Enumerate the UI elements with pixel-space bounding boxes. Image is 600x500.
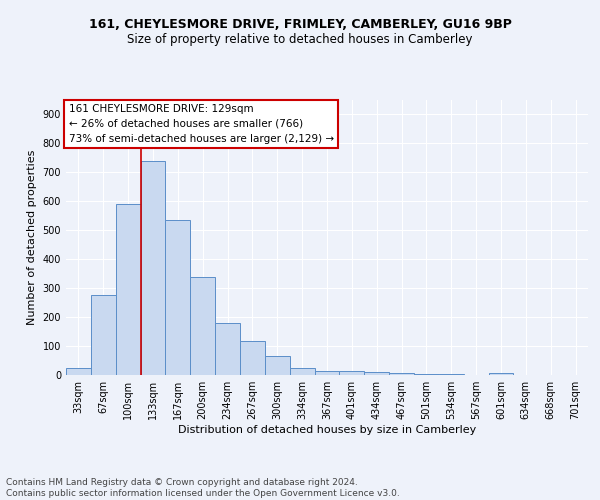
Bar bbox=[265, 356, 290, 375]
Text: 161 CHEYLESMORE DRIVE: 129sqm
← 26% of detached houses are smaller (766)
73% of : 161 CHEYLESMORE DRIVE: 129sqm ← 26% of d… bbox=[68, 104, 334, 144]
Bar bbox=[488, 372, 514, 375]
Bar bbox=[140, 161, 166, 375]
Bar bbox=[414, 374, 439, 375]
Text: Contains HM Land Registry data © Crown copyright and database right 2024.
Contai: Contains HM Land Registry data © Crown c… bbox=[6, 478, 400, 498]
Text: Size of property relative to detached houses in Camberley: Size of property relative to detached ho… bbox=[127, 32, 473, 46]
Text: 161, CHEYLESMORE DRIVE, FRIMLEY, CAMBERLEY, GU16 9BP: 161, CHEYLESMORE DRIVE, FRIMLEY, CAMBERL… bbox=[89, 18, 511, 30]
Bar bbox=[439, 374, 464, 375]
Bar bbox=[190, 276, 215, 375]
Bar bbox=[290, 368, 314, 375]
Bar bbox=[340, 370, 364, 375]
Bar bbox=[314, 370, 340, 375]
Bar bbox=[91, 296, 116, 375]
Bar bbox=[364, 372, 389, 375]
X-axis label: Distribution of detached houses by size in Camberley: Distribution of detached houses by size … bbox=[178, 425, 476, 435]
Bar bbox=[240, 341, 265, 375]
Bar bbox=[116, 204, 140, 375]
Bar bbox=[166, 220, 190, 375]
Y-axis label: Number of detached properties: Number of detached properties bbox=[27, 150, 37, 325]
Bar bbox=[66, 368, 91, 375]
Bar bbox=[389, 373, 414, 375]
Bar bbox=[215, 324, 240, 375]
